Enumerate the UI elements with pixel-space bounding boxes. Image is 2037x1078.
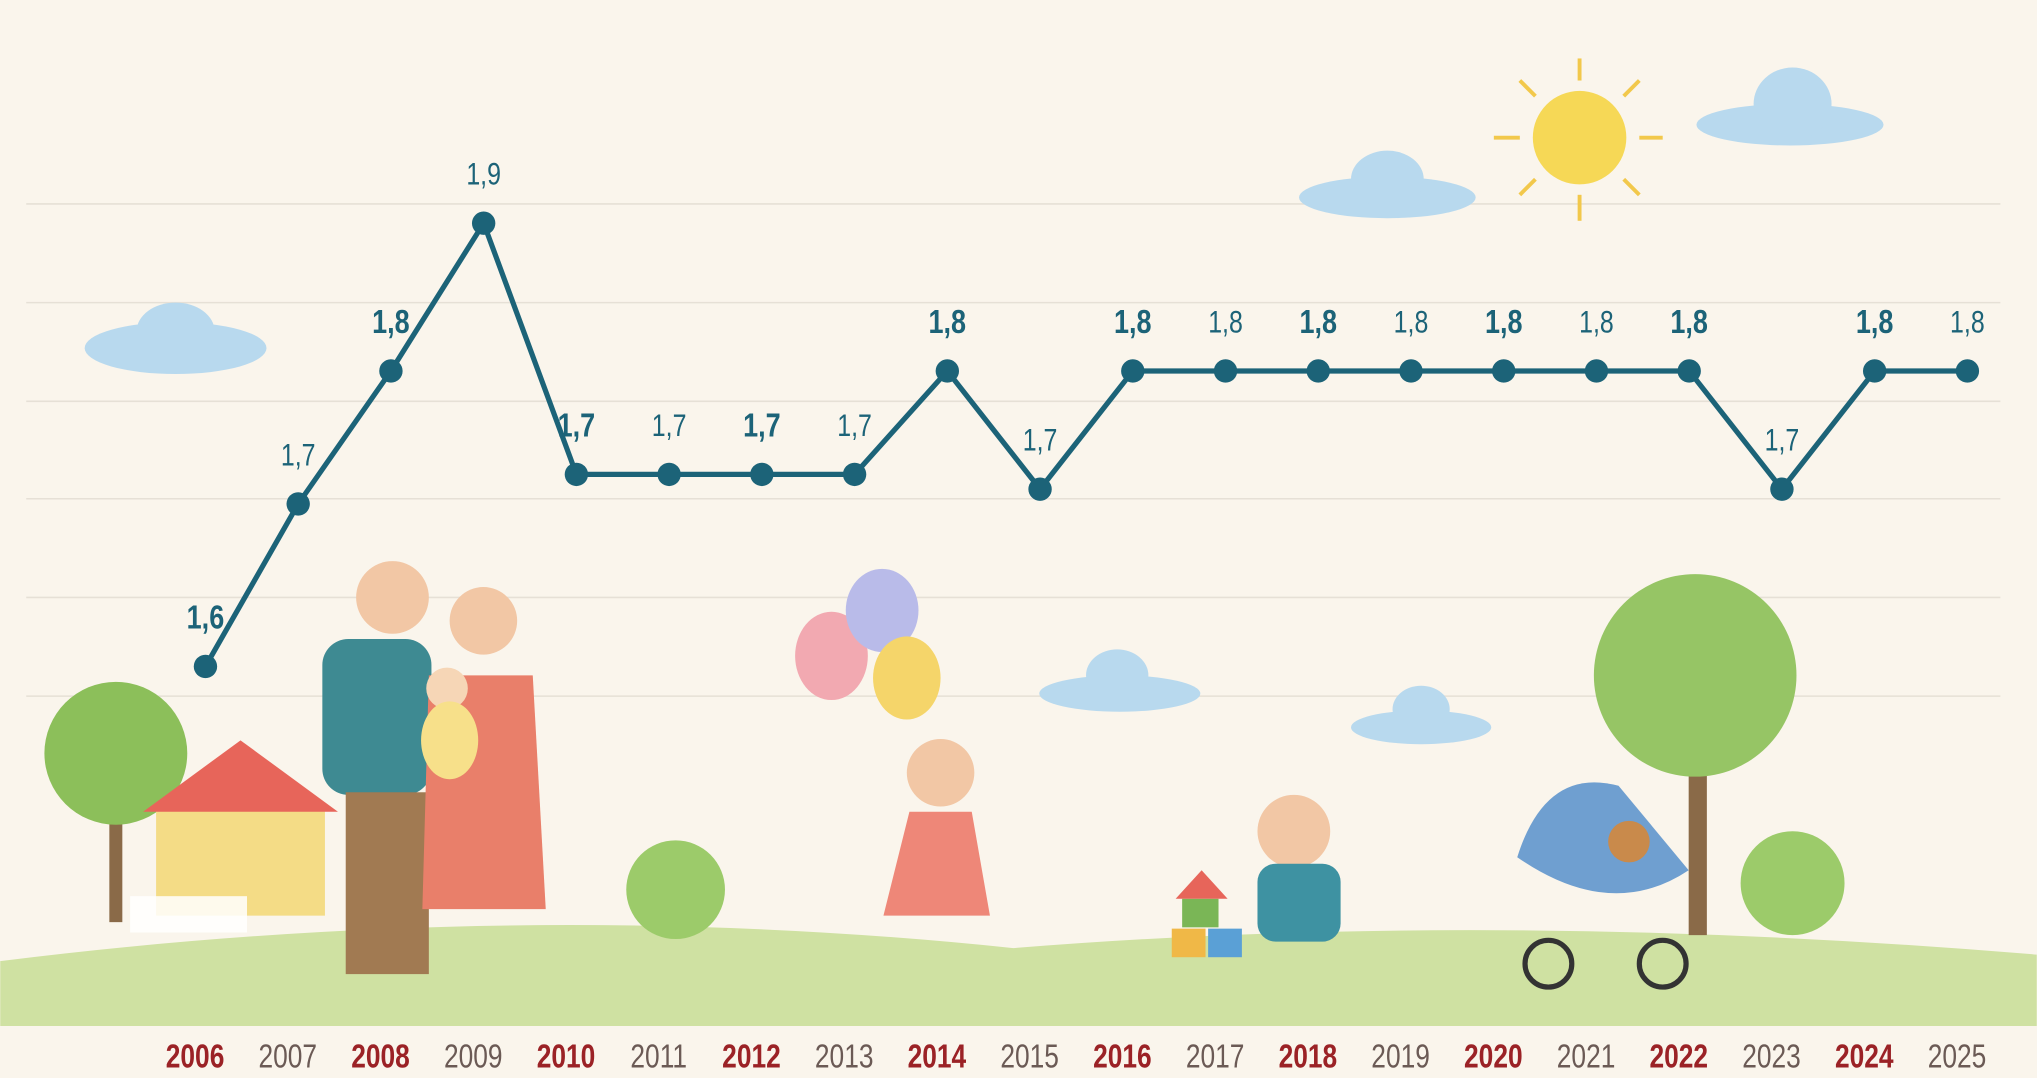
x-tick-label: 2008 xyxy=(351,1038,410,1075)
chart: 2006 2007 2008 2009 2010 2011 2012 2013 2014 2015… xyxy=(0,0,2037,1078)
point xyxy=(1585,359,1608,382)
point xyxy=(657,463,680,486)
value-label: 1,7 xyxy=(281,437,316,472)
value-label: 1,8 xyxy=(1670,303,1708,341)
value-label: 1,6 xyxy=(187,599,225,637)
value-label: 1,8 xyxy=(929,303,967,341)
point xyxy=(1028,477,1051,500)
value-label: 1,8 xyxy=(372,303,410,341)
value-label: 1,7 xyxy=(1765,422,1800,457)
value-label: 1,8 xyxy=(1579,304,1614,339)
point xyxy=(1121,359,1144,382)
value-label: 1,8 xyxy=(1856,303,1894,341)
x-tick-label: 2016 xyxy=(1093,1038,1152,1075)
x-tick-label: 2015 xyxy=(1000,1038,1059,1075)
value-label: 1,7 xyxy=(652,407,687,442)
point xyxy=(565,463,588,486)
x-tick-label: 2010 xyxy=(537,1038,596,1075)
point xyxy=(1863,359,1886,382)
x-tick-label: 2007 xyxy=(259,1038,318,1075)
x-tick-label: 2024 xyxy=(1835,1038,1894,1075)
point xyxy=(750,463,773,486)
value-label: 1,8 xyxy=(1485,303,1523,341)
x-tick-label: 2009 xyxy=(444,1038,503,1075)
point xyxy=(1492,359,1515,382)
value-label: 1,7 xyxy=(743,407,781,445)
x-tick-label: 2014 xyxy=(908,1038,967,1075)
point xyxy=(1307,359,1330,382)
value-label: 1,7 xyxy=(837,407,872,442)
x-tick-label: 2011 xyxy=(630,1038,687,1075)
value-label: 1,8 xyxy=(1950,304,1985,339)
x-tick-label: 2025 xyxy=(1928,1038,1987,1075)
value-label: 1,7 xyxy=(558,407,596,445)
point xyxy=(1770,477,1793,500)
background xyxy=(0,0,2037,1078)
value-label: 1,9 xyxy=(466,156,501,191)
point xyxy=(1956,359,1979,382)
x-tick-label: 2020 xyxy=(1464,1038,1523,1075)
x-tick-label: 2023 xyxy=(1742,1038,1801,1075)
point xyxy=(379,359,402,382)
x-tick-label: 2017 xyxy=(1186,1038,1245,1075)
point xyxy=(286,492,309,515)
point xyxy=(194,655,217,678)
value-label: 1,8 xyxy=(1114,303,1152,341)
value-label: 1,8 xyxy=(1299,303,1337,341)
x-tick-label: 2006 xyxy=(166,1038,225,1075)
value-label: 1,7 xyxy=(1023,422,1058,457)
x-tick-label: 2012 xyxy=(722,1038,781,1075)
value-label: 1,8 xyxy=(1394,304,1429,339)
value-label: 1,8 xyxy=(1208,304,1243,339)
x-tick-label: 2021 xyxy=(1557,1038,1616,1075)
point xyxy=(472,212,495,235)
x-tick-label: 2013 xyxy=(815,1038,874,1075)
point xyxy=(1399,359,1422,382)
x-tick-label: 2018 xyxy=(1279,1038,1338,1075)
point xyxy=(1214,359,1237,382)
point xyxy=(936,359,959,382)
x-tick-label: 2022 xyxy=(1650,1038,1709,1075)
point xyxy=(843,463,866,486)
x-tick-label: 2019 xyxy=(1371,1038,1430,1075)
point xyxy=(1678,359,1701,382)
